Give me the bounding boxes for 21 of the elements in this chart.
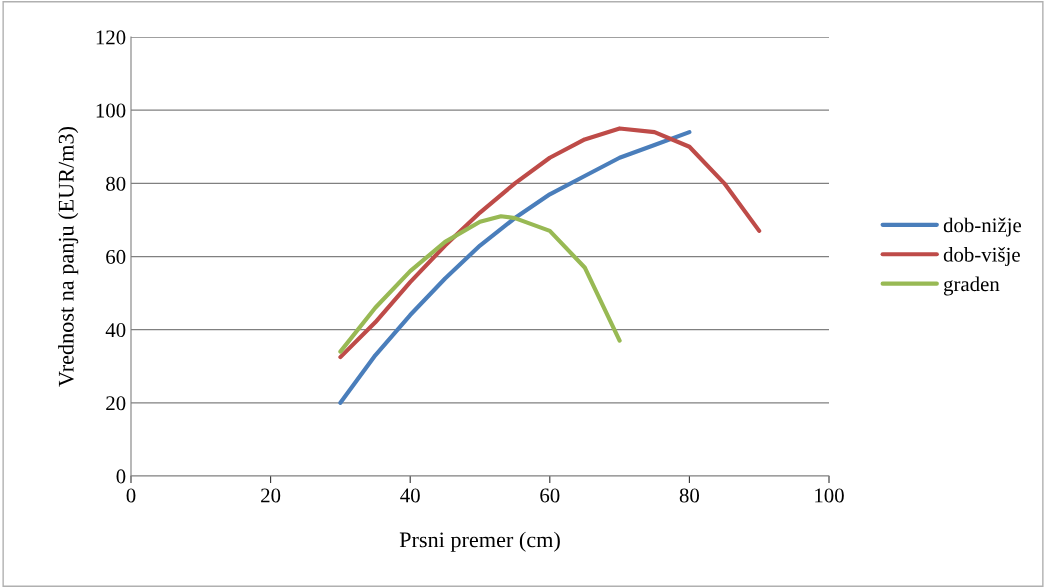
legend-label: dob-višje xyxy=(943,247,1020,266)
legend-label: graden xyxy=(943,276,1000,296)
x-tick-label: 60 xyxy=(540,488,560,503)
x-tick-label: 80 xyxy=(679,488,700,503)
line-series xyxy=(338,130,692,405)
y-tick-label: 80 xyxy=(106,176,126,191)
x-tick-label: 100 xyxy=(815,488,844,503)
y-tick-label: 20 xyxy=(106,396,126,411)
x-axis-title: Prsni premer (cm) xyxy=(399,531,560,552)
y-tick-label: 0 xyxy=(116,469,126,484)
line-series xyxy=(338,214,622,354)
y-tick-label: 100 xyxy=(96,103,126,118)
y-tick-label: 120 xyxy=(96,30,126,45)
y-tick-label: 60 xyxy=(106,249,126,264)
y-tick-label: 40 xyxy=(105,323,126,338)
x-tick-label: 20 xyxy=(261,488,281,503)
legend-label: dob-nižje xyxy=(943,217,1022,237)
x-tick-label: 0 xyxy=(126,488,136,503)
line-series xyxy=(338,126,762,360)
x-tick-label: 40 xyxy=(400,488,420,503)
y-axis-title: Vrednost na panju (EUR/m3) xyxy=(58,127,79,387)
